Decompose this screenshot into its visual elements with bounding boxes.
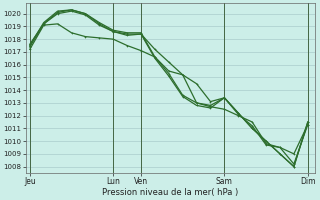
X-axis label: Pression niveau de la mer( hPa ): Pression niveau de la mer( hPa ) bbox=[102, 188, 238, 197]
